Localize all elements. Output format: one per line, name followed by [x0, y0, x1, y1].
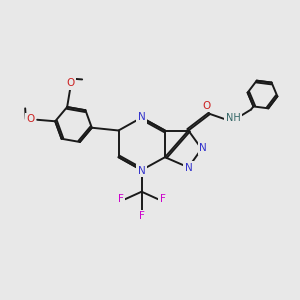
Text: F: F — [139, 211, 145, 221]
Text: NH: NH — [226, 113, 241, 123]
Text: O: O — [26, 114, 35, 124]
Text: N: N — [199, 143, 207, 153]
Text: F: F — [118, 194, 124, 204]
Text: F: F — [160, 194, 166, 204]
Text: N: N — [184, 163, 192, 173]
Text: N: N — [138, 112, 146, 122]
Text: N: N — [138, 166, 146, 176]
Text: O: O — [67, 78, 75, 88]
Text: O: O — [202, 100, 211, 111]
